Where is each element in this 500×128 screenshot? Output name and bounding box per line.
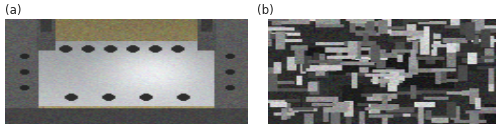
Text: (b): (b) xyxy=(258,4,274,17)
Text: (a): (a) xyxy=(5,4,21,17)
